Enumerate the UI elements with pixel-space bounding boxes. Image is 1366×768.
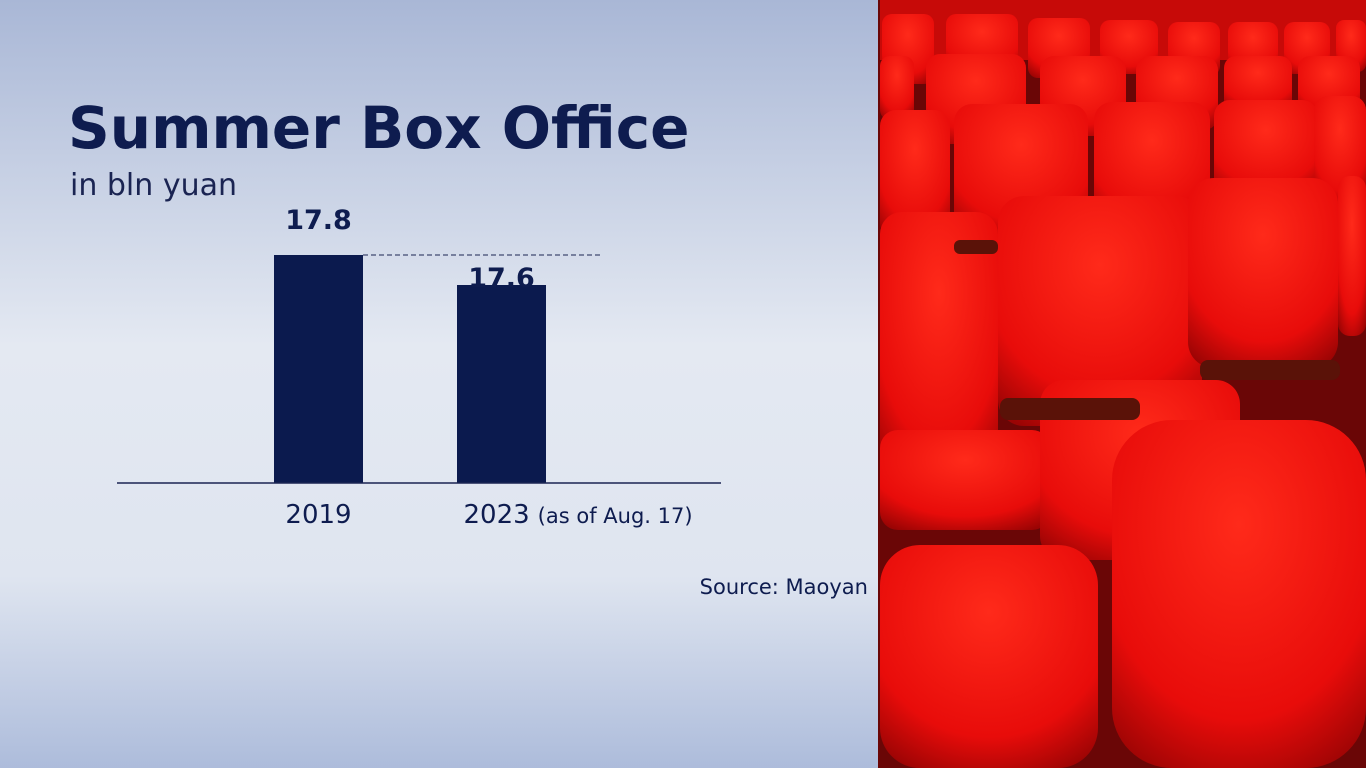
value-label: 17.8	[285, 205, 352, 236]
source-note: Source: Maoyan	[700, 575, 868, 599]
chart-subtitle: in bln yuan	[70, 168, 237, 203]
plot-area: 17.8 2019 17.6 2023 (as of Aug. 17)	[117, 205, 721, 530]
chart-title: Summer Box Office	[68, 94, 689, 162]
category-label: 2023	[464, 500, 530, 530]
value-label: 17.6	[468, 263, 535, 294]
bar	[457, 285, 546, 483]
x-tick-label: 2023 (as of Aug. 17)	[464, 500, 693, 530]
theater-photo	[878, 0, 1366, 768]
category-note: (as of Aug. 17)	[538, 504, 693, 528]
chart-background	[0, 0, 878, 768]
x-tick-label: 2019	[285, 500, 351, 530]
bar	[274, 255, 363, 483]
